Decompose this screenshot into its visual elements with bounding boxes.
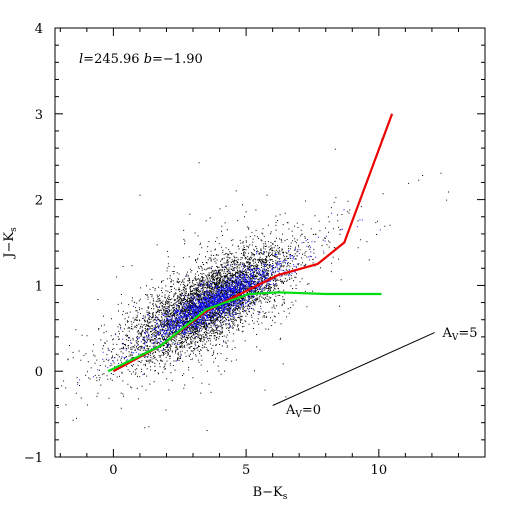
y-tick-label: −1 <box>24 451 43 466</box>
scatter-points-black <box>57 138 449 431</box>
plot-frame <box>54 27 486 458</box>
y-tick-label: 1 <box>35 279 43 294</box>
labels-layer: 0 5 10 −1 0 1 2 3 4 B−Ks J−Ks l=245.96 b=−1.90 AV=5 A… <box>2 22 478 502</box>
reddening-label-av5: AV=5 <box>442 326 478 343</box>
scatter-points-blue <box>77 209 381 385</box>
x-tick-label: 5 <box>242 463 250 478</box>
y-tick-label: 4 <box>35 22 43 37</box>
reddening-vector-line <box>272 332 435 406</box>
plot-border <box>54 27 486 458</box>
x-tick-label: 0 <box>109 463 117 478</box>
reddening-label-av0: AV=0 <box>285 403 321 420</box>
y-tick-label: 2 <box>35 194 43 209</box>
scatter-points-layer <box>57 138 449 431</box>
x-tick-label: 10 <box>371 463 388 478</box>
ticks-layer <box>55 27 486 458</box>
lines-layer <box>107 113 435 406</box>
y-tick-label: 0 <box>35 365 43 380</box>
x-axis-title: B−Ks <box>253 485 288 502</box>
intrinsic-locus-green-line <box>107 291 382 373</box>
y-axis-title: J−Ks <box>2 227 19 260</box>
galactic-coordinates-label: l=245.96 b=−1.90 <box>79 52 203 67</box>
y-tick-label: 3 <box>35 108 43 123</box>
